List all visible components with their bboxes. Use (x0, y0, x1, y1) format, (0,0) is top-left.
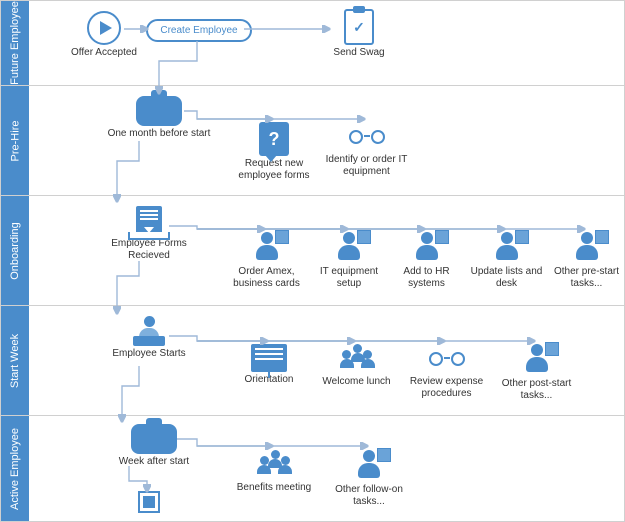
group-icon (254, 450, 294, 480)
node-forms-received: Employee Forms Recieved (94, 206, 204, 261)
node-label: Send Swag (319, 47, 399, 59)
lane-label: Onboarding (1, 196, 29, 305)
lane-pre-hire: Pre-Hire One month before start ? Reques… (1, 86, 624, 196)
lane-label-text: Active Employee (9, 428, 21, 510)
node-label: Employee Starts (99, 348, 199, 360)
node-label: One month before start (99, 128, 219, 140)
glasses-icon (349, 128, 385, 148)
person-check-icon (251, 232, 283, 264)
lane-label: Pre-Hire (1, 86, 29, 195)
person-check-icon (491, 232, 523, 264)
person-check-icon (353, 450, 385, 482)
lane-label: Start Week (1, 306, 29, 415)
node-employee-starts: Employee Starts (99, 316, 199, 360)
node-label: Update lists and desk (464, 266, 549, 289)
node-label: Other post-start tasks... (494, 378, 579, 401)
node-label: IT equipment setup (309, 266, 389, 289)
lane-label: Active Employee (1, 416, 29, 521)
node-update-lists: Update lists and desk (464, 232, 549, 289)
stop-icon (138, 491, 160, 513)
node-label: Offer Accepted (64, 47, 144, 59)
node-label: Employee Forms Recieved (94, 238, 204, 261)
node-it-setup: IT equipment setup (309, 232, 389, 289)
node-send-swag: Send Swag (319, 9, 399, 59)
lane-label-text: Onboarding (9, 222, 21, 280)
node-label: Review expense procedures (399, 376, 494, 399)
clipboard-icon (344, 9, 374, 45)
glasses-icon (429, 350, 465, 370)
node-label: Identify or order IT equipment (319, 154, 414, 177)
lane-label: Future Employee (1, 1, 29, 85)
lane-future-employee: Future Employee Offer Accepted Create Em… (1, 1, 624, 86)
node-review-expense: Review expense procedures (399, 344, 494, 399)
node-label: Order Amex, business cards (224, 266, 309, 289)
play-icon (87, 11, 121, 45)
node-request-forms: ? Request new employee forms (229, 122, 319, 181)
lane-label-text: Pre-Hire (9, 120, 21, 161)
lane-active-employee: Active Employee Week after start Benefit… (1, 416, 624, 521)
node-label: Benefits meeting (229, 482, 319, 494)
node-benefits: Benefits meeting (229, 450, 319, 494)
node-order-amex: Order Amex, business cards (224, 232, 309, 289)
node-orientation: Orientation (229, 344, 309, 386)
board-icon (251, 344, 287, 372)
node-end (129, 491, 169, 513)
lane-onboarding: Onboarding Employee Forms Recieved Order… (1, 196, 624, 306)
node-create-employee: Create Employee (144, 19, 254, 42)
question-card-icon: ? (259, 122, 289, 156)
node-label: Other pre-start tasks... (549, 266, 624, 289)
onboarding-flowchart: Future Employee Offer Accepted Create Em… (0, 0, 625, 522)
node-other-followon: Other follow-on tasks... (324, 450, 414, 507)
node-one-month-before: One month before start (99, 96, 219, 140)
desk-icon (129, 316, 169, 346)
rounded-box-icon (136, 96, 182, 126)
node-other-poststart: Other post-start tasks... (494, 344, 579, 401)
node-week-after: Week after start (104, 424, 204, 468)
lane-label-text: Start Week (9, 333, 21, 387)
tray-icon (128, 206, 170, 236)
lane-label-text: Future Employee (9, 1, 21, 85)
person-check-icon (521, 344, 553, 376)
node-label: Week after start (104, 456, 204, 468)
task-pill: Create Employee (146, 19, 251, 42)
node-label: Add to HR systems (389, 266, 464, 289)
rounded-box-icon (131, 424, 177, 454)
node-offer-accepted: Offer Accepted (64, 11, 144, 59)
person-check-icon (571, 232, 603, 264)
node-other-prestart: Other pre-start tasks... (549, 232, 624, 289)
node-label: Other follow-on tasks... (324, 484, 414, 507)
node-add-hr: Add to HR systems (389, 232, 464, 289)
lane-start-week: Start Week Employee Starts Orientation W… (1, 306, 624, 416)
group-icon (337, 344, 377, 374)
node-label: Welcome lunch (314, 376, 399, 388)
node-identify-it: Identify or order IT equipment (319, 122, 414, 177)
node-welcome-lunch: Welcome lunch (314, 344, 399, 388)
person-check-icon (411, 232, 443, 264)
person-check-icon (333, 232, 365, 264)
